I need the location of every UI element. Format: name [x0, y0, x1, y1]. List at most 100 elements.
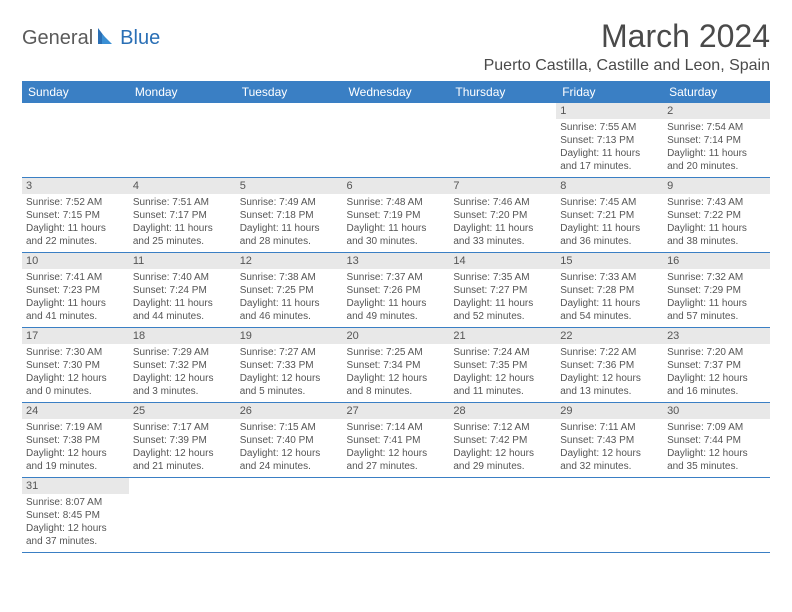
day-detail-line: Daylight: 12 hours	[667, 372, 766, 385]
day-detail-line: Sunset: 7:17 PM	[133, 209, 232, 222]
day-details: Sunrise: 7:30 AMSunset: 7:30 PMDaylight:…	[22, 344, 129, 402]
day-detail-line: Sunrise: 7:37 AM	[347, 271, 446, 284]
calendar-week-row: 17Sunrise: 7:30 AMSunset: 7:30 PMDayligh…	[22, 328, 770, 403]
day-detail-line: and 54 minutes.	[560, 310, 659, 323]
day-detail-line: Sunset: 7:33 PM	[240, 359, 339, 372]
day-detail-line: Sunset: 7:35 PM	[453, 359, 552, 372]
day-number: 10	[22, 253, 129, 269]
calendar-day-cell	[449, 103, 556, 178]
day-detail-line: and 0 minutes.	[26, 385, 125, 398]
day-number: 23	[663, 328, 770, 344]
day-detail-line: Sunrise: 7:24 AM	[453, 346, 552, 359]
day-detail-line: Daylight: 12 hours	[453, 372, 552, 385]
day-detail-line: Sunrise: 7:48 AM	[347, 196, 446, 209]
weekday-header: Sunday	[22, 81, 129, 103]
calendar-day-cell: 3Sunrise: 7:52 AMSunset: 7:15 PMDaylight…	[22, 178, 129, 253]
day-detail-line: Sunset: 7:21 PM	[560, 209, 659, 222]
weekday-header: Tuesday	[236, 81, 343, 103]
day-detail-line: Sunset: 7:37 PM	[667, 359, 766, 372]
day-details: Sunrise: 7:12 AMSunset: 7:42 PMDaylight:…	[449, 419, 556, 477]
day-detail-line: Sunrise: 7:19 AM	[26, 421, 125, 434]
day-detail-line: Sunrise: 7:30 AM	[26, 346, 125, 359]
day-number: 9	[663, 178, 770, 194]
day-details	[22, 107, 129, 159]
calendar-day-cell: 2Sunrise: 7:54 AMSunset: 7:14 PMDaylight…	[663, 103, 770, 178]
day-number: 8	[556, 178, 663, 194]
day-detail-line: Sunrise: 7:14 AM	[347, 421, 446, 434]
day-details: Sunrise: 7:33 AMSunset: 7:28 PMDaylight:…	[556, 269, 663, 327]
day-detail-line: and 16 minutes.	[667, 385, 766, 398]
day-detail-line: Sunset: 7:40 PM	[240, 434, 339, 447]
logo-text-blue: Blue	[120, 27, 160, 50]
day-detail-line: Sunset: 8:45 PM	[26, 509, 125, 522]
day-details: Sunrise: 7:54 AMSunset: 7:14 PMDaylight:…	[663, 119, 770, 177]
day-number: 12	[236, 253, 343, 269]
calendar-day-cell: 13Sunrise: 7:37 AMSunset: 7:26 PMDayligh…	[343, 253, 450, 328]
day-detail-line: and 37 minutes.	[26, 535, 125, 548]
day-detail-line: Daylight: 11 hours	[453, 297, 552, 310]
day-detail-line: Daylight: 11 hours	[240, 222, 339, 235]
day-detail-line: Daylight: 12 hours	[560, 447, 659, 460]
day-number: 16	[663, 253, 770, 269]
day-details: Sunrise: 7:37 AMSunset: 7:26 PMDaylight:…	[343, 269, 450, 327]
day-detail-line: Sunset: 7:41 PM	[347, 434, 446, 447]
day-detail-line: Sunrise: 7:27 AM	[240, 346, 339, 359]
day-detail-line: and 52 minutes.	[453, 310, 552, 323]
day-details: Sunrise: 7:20 AMSunset: 7:37 PMDaylight:…	[663, 344, 770, 402]
logo-sail-icon	[96, 26, 118, 51]
day-number: 15	[556, 253, 663, 269]
day-detail-line: Daylight: 12 hours	[240, 372, 339, 385]
calendar-day-cell: 19Sunrise: 7:27 AMSunset: 7:33 PMDayligh…	[236, 328, 343, 403]
day-detail-line: and 21 minutes.	[133, 460, 232, 473]
day-detail-line: and 3 minutes.	[133, 385, 232, 398]
day-detail-line: and 22 minutes.	[26, 235, 125, 248]
day-detail-line: Sunrise: 7:33 AM	[560, 271, 659, 284]
day-detail-line: and 49 minutes.	[347, 310, 446, 323]
day-number: 7	[449, 178, 556, 194]
month-title: March 2024	[484, 18, 770, 55]
day-details: Sunrise: 7:14 AMSunset: 7:41 PMDaylight:…	[343, 419, 450, 477]
calendar-day-cell	[343, 103, 450, 178]
calendar-day-cell: 24Sunrise: 7:19 AMSunset: 7:38 PMDayligh…	[22, 403, 129, 478]
day-detail-line: Sunrise: 7:09 AM	[667, 421, 766, 434]
calendar-day-cell: 30Sunrise: 7:09 AMSunset: 7:44 PMDayligh…	[663, 403, 770, 478]
weekday-header: Thursday	[449, 81, 556, 103]
day-detail-line: Sunset: 7:42 PM	[453, 434, 552, 447]
day-detail-line: Sunrise: 7:54 AM	[667, 121, 766, 134]
day-detail-line: and 8 minutes.	[347, 385, 446, 398]
day-detail-line: Sunset: 7:30 PM	[26, 359, 125, 372]
day-detail-line: Daylight: 11 hours	[560, 297, 659, 310]
day-detail-line: Daylight: 12 hours	[347, 372, 446, 385]
day-details: Sunrise: 7:22 AMSunset: 7:36 PMDaylight:…	[556, 344, 663, 402]
calendar-day-cell	[236, 478, 343, 553]
day-detail-line: Daylight: 12 hours	[133, 372, 232, 385]
day-number: 29	[556, 403, 663, 419]
weekday-header: Monday	[129, 81, 236, 103]
day-number: 24	[22, 403, 129, 419]
day-detail-line: and 25 minutes.	[133, 235, 232, 248]
day-number: 21	[449, 328, 556, 344]
day-detail-line: Sunset: 7:28 PM	[560, 284, 659, 297]
day-detail-line: Sunset: 7:29 PM	[667, 284, 766, 297]
calendar-table: Sunday Monday Tuesday Wednesday Thursday…	[22, 81, 770, 553]
day-detail-line: Daylight: 11 hours	[667, 147, 766, 160]
day-detail-line: Daylight: 11 hours	[347, 297, 446, 310]
weekday-header: Friday	[556, 81, 663, 103]
day-detail-line: Sunset: 7:18 PM	[240, 209, 339, 222]
day-number: 31	[22, 478, 129, 494]
day-details	[129, 482, 236, 534]
calendar-day-cell: 4Sunrise: 7:51 AMSunset: 7:17 PMDaylight…	[129, 178, 236, 253]
day-details: Sunrise: 7:38 AMSunset: 7:25 PMDaylight:…	[236, 269, 343, 327]
day-detail-line: Daylight: 12 hours	[133, 447, 232, 460]
day-detail-line: Daylight: 11 hours	[26, 297, 125, 310]
calendar-day-cell	[129, 103, 236, 178]
calendar-day-cell: 5Sunrise: 7:49 AMSunset: 7:18 PMDaylight…	[236, 178, 343, 253]
day-detail-line: Daylight: 11 hours	[133, 297, 232, 310]
day-detail-line: Daylight: 12 hours	[26, 447, 125, 460]
day-detail-line: and 41 minutes.	[26, 310, 125, 323]
calendar-day-cell: 12Sunrise: 7:38 AMSunset: 7:25 PMDayligh…	[236, 253, 343, 328]
day-details: Sunrise: 7:11 AMSunset: 7:43 PMDaylight:…	[556, 419, 663, 477]
day-detail-line: Daylight: 12 hours	[26, 522, 125, 535]
calendar-day-cell: 15Sunrise: 7:33 AMSunset: 7:28 PMDayligh…	[556, 253, 663, 328]
day-details: Sunrise: 8:07 AMSunset: 8:45 PMDaylight:…	[22, 494, 129, 552]
